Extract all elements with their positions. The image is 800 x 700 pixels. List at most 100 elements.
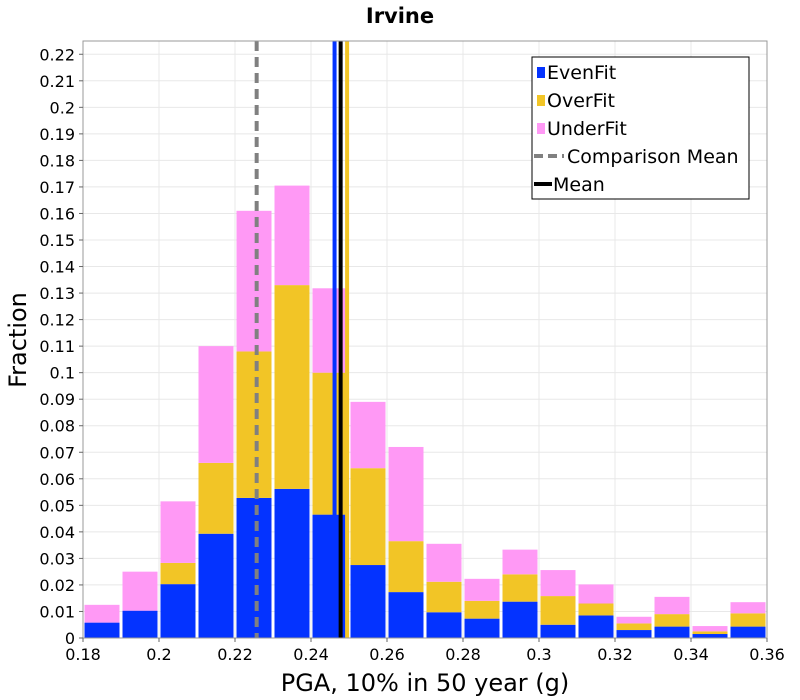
plot-frame: [82, 40, 768, 639]
y-tick-label: 0.12: [39, 311, 75, 330]
y-tick-label: 0.18: [39, 151, 75, 170]
x-tick-label: 0.34: [673, 645, 709, 664]
bar-evenfit: [160, 584, 196, 638]
x-tick-label: 0.32: [597, 645, 633, 664]
y-tick-label: 0: [65, 629, 75, 648]
bar-underfit: [388, 446, 424, 542]
legend-label-overfit: OverFit: [547, 90, 615, 112]
bar-evenfit: [464, 618, 500, 638]
bar-evenfit: [616, 630, 652, 638]
x-axis-ticks: 0.18 0.2 0.22 0.24 0.26 0.28 0.3 0.32 0.34 0.36: [65, 638, 785, 664]
legend-swatch-underfit: [537, 123, 545, 134]
y-tick-label: 0.01: [39, 602, 75, 621]
y-tick-label: 0.13: [39, 284, 75, 303]
bar-underfit: [84, 604, 120, 623]
bar-underfit: [160, 501, 196, 563]
y-tick-label: 0.22: [39, 45, 75, 64]
bar-underfit: [236, 210, 272, 352]
bar-overfit: [578, 603, 614, 616]
bar-underfit: [122, 571, 158, 611]
bar-underfit: [502, 549, 538, 575]
bar-underfit: [274, 185, 310, 286]
bar-underfit: [616, 616, 652, 624]
legend-swatch-evenfit: [537, 67, 545, 78]
bar-overfit: [654, 614, 690, 627]
bar-evenfit: [540, 624, 576, 638]
y-tick-label: 0.14: [39, 258, 75, 277]
bar-evenfit: [730, 626, 766, 638]
y-tick-label: 0.19: [39, 125, 75, 144]
mean-lines: [254, 41, 350, 638]
bar-overfit: [198, 462, 234, 534]
bar-overfit: [692, 631, 728, 635]
y-tick-label: 0.1: [50, 364, 75, 383]
y-tick-label: 0.11: [39, 337, 75, 356]
bar-underfit: [198, 346, 234, 463]
bars: [84, 185, 766, 638]
bar-evenfit: [502, 601, 538, 638]
legend-label-mean: Mean: [553, 174, 605, 196]
chart-title: Irvine: [366, 4, 434, 28]
y-tick-label: 0.09: [39, 390, 75, 409]
x-axis-title: PGA, 10% in 50 year (g): [281, 669, 570, 697]
bar-evenfit: [84, 622, 120, 638]
legend-label-comparison-mean: Comparison Mean: [567, 146, 739, 168]
x-tick-label: 0.28: [445, 645, 481, 664]
bar-evenfit: [388, 592, 424, 638]
y-tick-label: 0.03: [39, 549, 75, 568]
x-tick-label: 0.24: [293, 645, 329, 664]
legend: EvenFit OverFit UnderFit Comparison Mean Mea…: [531, 56, 750, 200]
bar-evenfit: [350, 565, 386, 638]
y-axis-title: Fraction: [4, 292, 32, 388]
bar-overfit: [464, 600, 500, 619]
y-tick-label: 0.17: [39, 178, 75, 197]
legend-label-underfit: UnderFit: [547, 118, 627, 140]
bar-overfit: [616, 623, 652, 631]
bar-overfit: [388, 541, 424, 593]
bar-overfit: [730, 613, 766, 627]
x-tick-label: 0.3: [526, 645, 551, 664]
x-tick-label: 0.18: [65, 645, 101, 664]
y-tick-label: 0.15: [39, 231, 75, 250]
bar-evenfit: [654, 626, 690, 638]
legend-box: [531, 56, 750, 200]
bar-evenfit: [578, 615, 614, 638]
y-tick-label: 0.2: [50, 98, 75, 117]
x-tick-label: 0.36: [749, 645, 785, 664]
legend-label-evenfit: EvenFit: [547, 62, 616, 84]
legend-swatch-overfit: [537, 95, 545, 106]
y-tick-label: 0.21: [39, 72, 75, 91]
x-tick-label: 0.22: [217, 645, 253, 664]
bar-underfit: [350, 401, 386, 469]
y-tick-label: 0.08: [39, 417, 75, 436]
bar-evenfit: [692, 634, 728, 638]
bar-underfit: [578, 584, 614, 604]
bar-underfit: [730, 602, 766, 614]
bar-overfit: [540, 596, 576, 625]
x-tick-label: 0.26: [369, 645, 405, 664]
bar-underfit: [692, 626, 728, 632]
bar-underfit: [426, 543, 462, 582]
y-axis-ticks: 0 0.01 0.02 0.03 0.04 0.05 0.06 0.07 0.08 0.09 0.1…: [39, 45, 83, 648]
y-tick-label: 0.04: [39, 523, 75, 542]
bar-evenfit: [426, 612, 462, 638]
bar-evenfit: [236, 497, 272, 638]
bar-overfit: [502, 574, 538, 602]
x-tick-label: 0.2: [146, 645, 171, 664]
bar-underfit: [464, 578, 500, 601]
bar-underfit: [654, 596, 690, 615]
bar-evenfit: [274, 488, 310, 638]
bar-overfit: [350, 468, 386, 566]
y-tick-label: 0.16: [39, 204, 75, 223]
bar-evenfit: [122, 610, 158, 638]
bar-evenfit: [198, 533, 234, 638]
bar-overfit: [426, 581, 462, 613]
bar-underfit: [540, 570, 576, 597]
bar-overfit: [236, 351, 272, 498]
y-tick-label: 0.05: [39, 496, 75, 515]
y-tick-label: 0.07: [39, 443, 75, 462]
bar-overfit: [160, 562, 196, 585]
y-tick-label: 0.02: [39, 576, 75, 595]
y-tick-label: 0.06: [39, 470, 75, 489]
